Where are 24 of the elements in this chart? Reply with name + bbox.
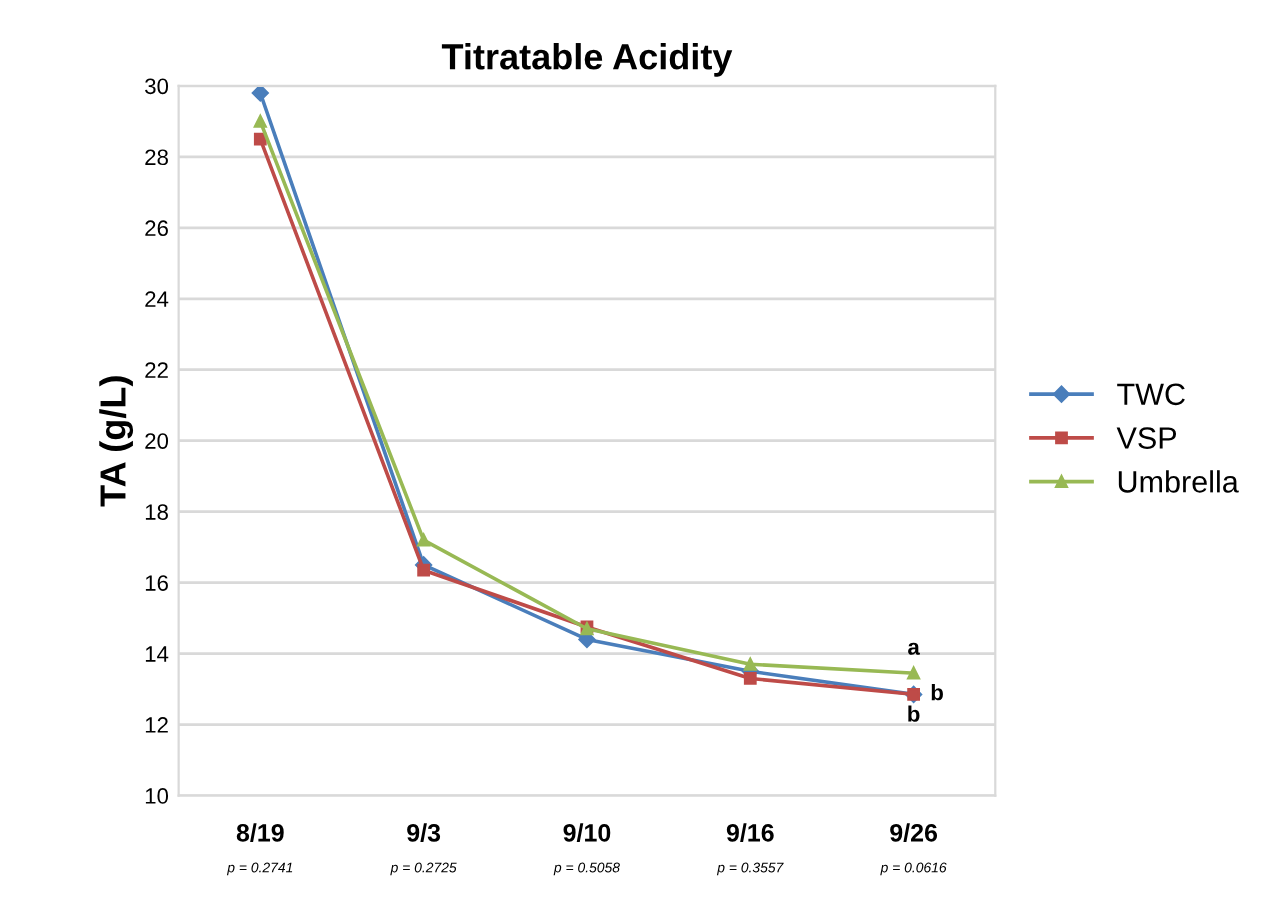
y-tick-label: 30 [145, 78, 169, 95]
y-tick-label: 26 [145, 220, 168, 237]
x-tick-label: 9/3 [407, 823, 441, 842]
annotation: a [908, 642, 920, 655]
annotation: b [908, 705, 920, 722]
y-tick-label: 12 [145, 717, 168, 733]
y-tick-label: 10 [145, 788, 169, 804]
chart-title: Titratable Acidity [441, 43, 733, 77]
x-tick-label: 8/19 [236, 823, 284, 842]
y-tick-label: 20 [145, 433, 169, 449]
y-tick-label: 22 [145, 362, 168, 378]
y-tick-label: 14 [145, 646, 169, 662]
y-tick-label: 16 [145, 575, 168, 591]
legend-label: Umbrella [1118, 470, 1239, 493]
annotation: b [931, 684, 943, 701]
legend-label: VSP [1116, 427, 1177, 449]
legend-label: TWC [1117, 383, 1185, 406]
y-tick-label: 24 [145, 291, 169, 307]
x-tick-label: 9/10 [563, 823, 611, 842]
y-tick-label: 18 [145, 504, 168, 520]
y-axis-title: TA (g/L) [99, 376, 134, 507]
x-tick-label: 9/26 [890, 823, 938, 842]
y-tick-label: 28 [145, 149, 168, 166]
x-tick-label: 9/16 [726, 823, 774, 842]
